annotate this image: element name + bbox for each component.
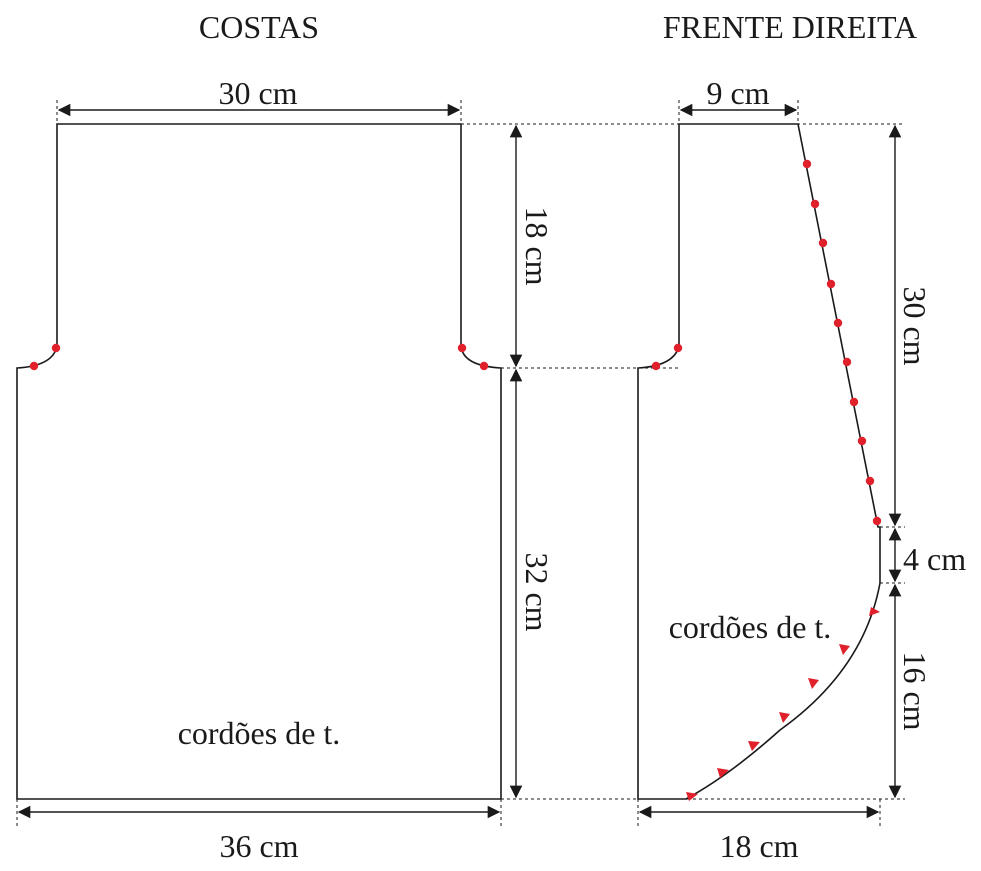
front-outline (637, 123, 881, 800)
back-width-top-label: 30 cm (218, 75, 297, 111)
curve-triangle-1 (869, 607, 880, 616)
front-curve-height-label: 16 cm (897, 651, 933, 730)
back-right-armhole-dot-2 (479, 361, 489, 371)
back-armhole-height-label: 18 cm (519, 206, 555, 285)
front-shoulder-label: 9 cm (706, 75, 769, 111)
neckline-dot-3 (818, 238, 828, 248)
front-armhole-dot-2 (651, 361, 661, 371)
curve-triangle-7 (686, 792, 698, 801)
neckline-dot-8 (857, 436, 867, 446)
back-note: cordões de t. (178, 715, 341, 751)
front-width-bottom-label: 18 cm (719, 828, 798, 864)
neckline-dot-6 (842, 357, 852, 367)
back-body-height-label: 32 cm (519, 552, 555, 631)
back-right-armhole-dot-1 (457, 343, 467, 353)
neckline-dot-5 (833, 318, 843, 328)
front-mid-height-label: 4 cm (903, 541, 966, 577)
back-title: COSTAS (199, 9, 319, 45)
neckline-dot-2 (810, 199, 820, 209)
curve-triangle-5 (748, 741, 760, 751)
neckline-dot-9 (865, 476, 875, 486)
front-title: FRENTE DIREITA (663, 9, 917, 45)
curve-triangle-2 (839, 644, 850, 655)
curve-triangle-3 (808, 678, 819, 689)
neckline-dot-7 (849, 397, 859, 407)
front-note: cordões de t. (669, 609, 832, 645)
back-left-armhole-dot-2 (29, 361, 39, 371)
curve-triangle-4 (779, 712, 790, 723)
neckline-dot-10 (872, 516, 882, 526)
back-outline (16, 123, 502, 800)
neckline-dot-1 (802, 159, 812, 169)
front-neck-height-label: 30 cm (897, 286, 933, 365)
neckline-dot-4 (826, 279, 836, 289)
front-armhole-dot-1 (673, 343, 683, 353)
curve-triangle-6 (717, 768, 729, 778)
back-width-bottom-label: 36 cm (219, 828, 298, 864)
back-left-armhole-dot-1 (51, 343, 61, 353)
